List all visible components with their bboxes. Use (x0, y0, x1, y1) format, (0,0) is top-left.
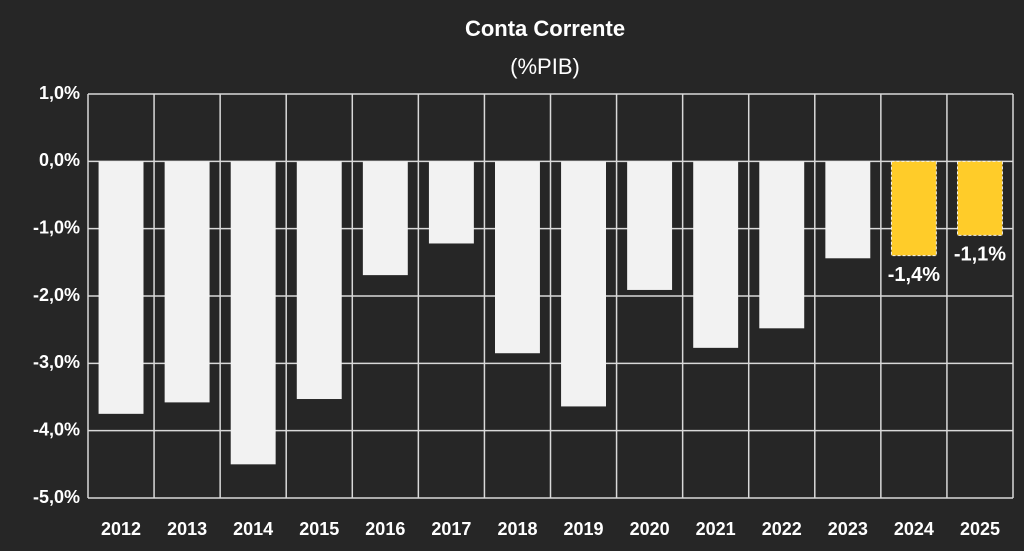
bar (759, 161, 805, 329)
bar (428, 161, 474, 244)
bar (296, 161, 342, 400)
chart-title: Conta Corrente (465, 16, 625, 41)
x-tick-label: 2023 (828, 519, 868, 539)
chart-subtitle: (%PIB) (510, 54, 580, 79)
x-tick-label: 2021 (696, 519, 736, 539)
bar (627, 161, 673, 290)
bar (164, 161, 210, 403)
bar (495, 161, 540, 354)
bar (362, 161, 408, 276)
y-tick-label: -1,0% (33, 217, 80, 237)
x-tick-label: 2017 (431, 519, 471, 539)
bar (561, 161, 606, 407)
x-tick-label: 2024 (894, 519, 934, 539)
x-tick-label: 2012 (101, 519, 141, 539)
x-tick-label: 2018 (497, 519, 537, 539)
x-tick-label: 2015 (299, 519, 339, 539)
x-tick-label: 2013 (167, 519, 207, 539)
y-tick-label: -5,0% (33, 487, 80, 507)
bar (825, 161, 871, 259)
x-tick-label: 2019 (564, 519, 604, 539)
bar (693, 161, 739, 348)
x-tick-label: 2020 (630, 519, 670, 539)
x-tick-label: 2016 (365, 519, 405, 539)
y-tick-label: 1,0% (39, 83, 80, 103)
bar (98, 161, 144, 414)
value-label: -1,1% (954, 244, 1006, 266)
y-tick-label: 0,0% (39, 150, 80, 170)
value-label: -1,4% (888, 264, 940, 286)
x-tick-label: 2025 (960, 519, 1000, 539)
y-tick-label: -2,0% (33, 285, 80, 305)
bar (230, 161, 276, 465)
bar (957, 160, 1003, 236)
bar (890, 160, 937, 257)
x-tick-label: 2022 (762, 519, 802, 539)
y-tick-label: -4,0% (33, 419, 80, 439)
y-tick-label: -3,0% (33, 352, 80, 372)
x-tick-label: 2014 (233, 519, 273, 539)
